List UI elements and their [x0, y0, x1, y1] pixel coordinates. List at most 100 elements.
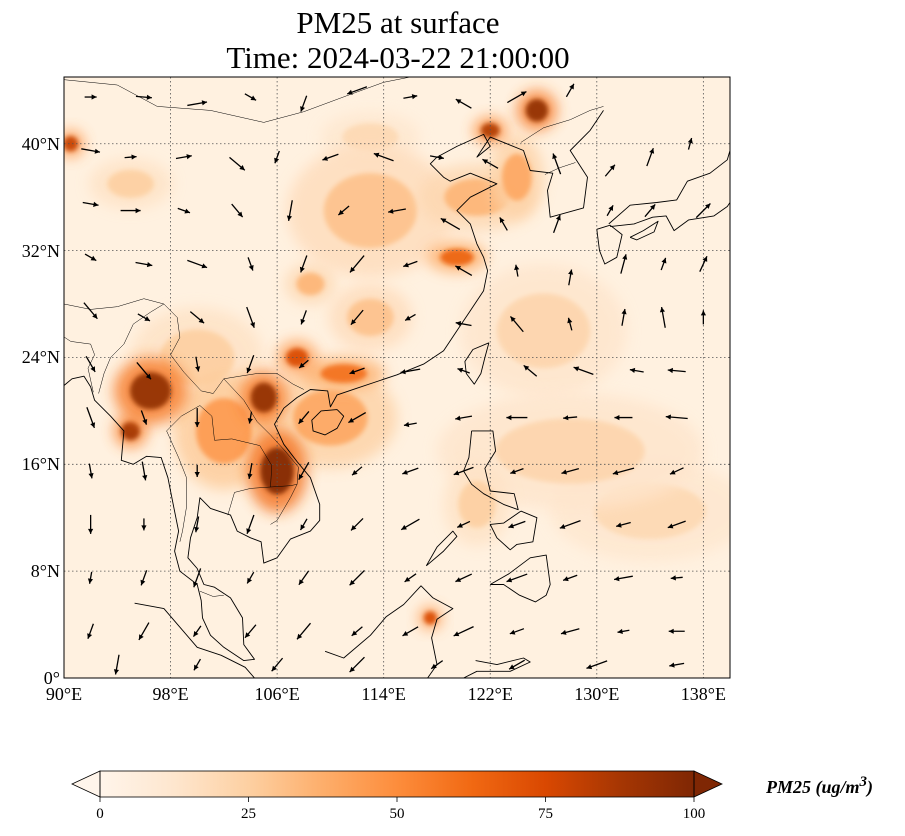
wind-arrow	[613, 575, 633, 582]
myanmar-thailand	[166, 405, 201, 542]
thailand-malaysia	[199, 590, 224, 597]
wind-arrow	[84, 253, 97, 262]
wind-arrow	[187, 100, 208, 107]
wind-arrow	[136, 361, 152, 380]
kyushu	[596, 224, 623, 265]
wind-arrow	[231, 203, 244, 218]
wind-arrow	[660, 257, 667, 271]
wind-arrow	[300, 310, 307, 325]
wind-arrow	[373, 152, 394, 162]
wind-arrow	[563, 415, 578, 421]
wind-arrow	[669, 662, 685, 668]
wind-arrow	[195, 356, 201, 372]
figure-title: PM25 at surface	[296, 5, 500, 40]
wind-arrow	[616, 521, 631, 528]
wind-arrow	[620, 254, 628, 274]
wind-arrow	[124, 154, 137, 160]
wind-arrow	[455, 98, 472, 109]
wind-arrow	[351, 626, 363, 637]
wind-arrow	[87, 571, 93, 584]
wind-arrow	[135, 94, 152, 100]
wind-arrow	[552, 214, 561, 234]
wind-arrow	[300, 95, 308, 112]
colorbar-min-extension	[71, 770, 101, 798]
wind-arrow	[559, 520, 581, 529]
wind-arrow	[194, 408, 200, 428]
wind-arrow	[229, 156, 246, 171]
pm25-hotspot	[113, 357, 188, 425]
colorbar-label-close: )	[867, 777, 874, 797]
colorbar-label: PM25 (ug/m3)	[766, 774, 873, 798]
wind-arrow	[667, 367, 686, 374]
wind-arrow	[286, 200, 293, 222]
hainan	[311, 409, 345, 436]
latitude-tick-label: 40°N	[21, 133, 60, 154]
pm25-hotspot	[460, 263, 627, 398]
wind-arrow	[404, 313, 416, 321]
wind-arrow	[699, 255, 708, 272]
colorbar-tick-marks	[99, 797, 695, 802]
wind-arrow	[271, 657, 284, 672]
honshu	[608, 150, 730, 225]
wind-arrow	[85, 356, 96, 373]
wind-arrow	[187, 259, 208, 269]
wind-arrow	[687, 137, 693, 150]
wind-arrow	[82, 201, 99, 207]
pm25-hotspot	[426, 242, 487, 273]
wind-arrow	[506, 573, 528, 583]
myanmar-west	[98, 303, 165, 394]
wind-arrow	[629, 367, 644, 373]
map-plot-area	[64, 77, 730, 678]
wind-arrow	[349, 656, 365, 673]
colorbar-label-superscript: 3	[859, 774, 868, 790]
wind-arrow	[562, 574, 578, 582]
colorbar-label-text: PM25 (ug/m	[766, 777, 860, 797]
pm25-hotspot	[328, 284, 412, 351]
wind-arrow	[137, 313, 151, 322]
longitude-tick-label: 122°E	[467, 684, 513, 704]
wind-arrow	[140, 410, 148, 425]
colorbar-max-extension	[693, 770, 723, 798]
wind-arrow	[646, 147, 655, 167]
wind-arrow	[659, 306, 666, 328]
china-mongolia	[64, 77, 411, 123]
wind-arrow	[113, 654, 120, 675]
wind-arrow	[337, 205, 350, 216]
wind-arrow	[665, 414, 688, 420]
wind-arrow	[351, 466, 363, 476]
wind-arrow	[565, 83, 575, 98]
wind-arrow	[606, 205, 614, 217]
wind-arrow	[455, 415, 473, 421]
map-frame	[63, 76, 731, 679]
pm25-hotspot	[64, 130, 84, 158]
wind-arrow	[322, 153, 339, 161]
wind-arrow	[141, 518, 147, 531]
wind-arrow	[604, 164, 616, 177]
wind-arrow	[568, 269, 574, 286]
pm25-field	[64, 90, 730, 630]
wind-arrow	[508, 659, 525, 670]
wind-arrow	[695, 203, 711, 219]
sumatra	[134, 602, 255, 678]
wind-arrow	[298, 462, 310, 480]
latitude-tick-label: 8°N	[30, 561, 60, 582]
thailand-laos	[199, 405, 273, 516]
wind-arrow	[349, 255, 365, 273]
wind-arrow	[244, 93, 257, 101]
latitude-tick-label: 24°N	[21, 347, 60, 368]
wind-arrow	[193, 658, 202, 671]
wind-arrow	[506, 415, 528, 421]
pm25-hotspot	[302, 356, 386, 391]
pm25-hotspot	[443, 462, 511, 547]
wind-arrow	[296, 622, 312, 640]
longitude-tick-label: 98°E	[152, 684, 189, 704]
country-borders	[64, 77, 604, 597]
wind-arrow	[349, 367, 365, 375]
pm25-hotspot	[490, 135, 544, 219]
wind-arrow	[644, 204, 656, 218]
laos-vietnam	[223, 378, 299, 525]
pm25-hotspot	[263, 367, 397, 468]
honshu-pacific	[610, 202, 730, 232]
wind-arrow	[175, 154, 192, 160]
